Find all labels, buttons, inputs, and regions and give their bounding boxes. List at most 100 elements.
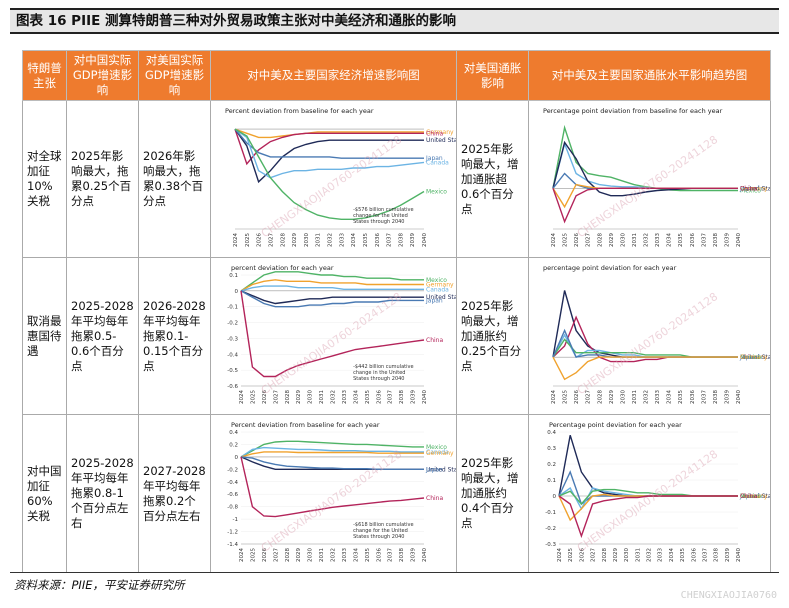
x-tick-label: 2030 bbox=[304, 232, 310, 246]
x-tick-label: 2030 bbox=[308, 389, 314, 403]
series-line-united-states bbox=[234, 128, 424, 183]
x-tick-label: 2039 bbox=[411, 389, 417, 403]
series-label-japan: Japan bbox=[425, 297, 443, 304]
chart-title: percent deviation for each year bbox=[231, 264, 334, 272]
x-tick-label: 2036 bbox=[375, 232, 381, 246]
inflation-chart-3: Percentage point deviation for each year… bbox=[545, 421, 770, 562]
x-tick-label: 2033 bbox=[655, 389, 661, 403]
header-policy: 特朗普主张 bbox=[22, 50, 67, 101]
x-tick-label: 2024 bbox=[551, 232, 557, 246]
x-tick-label: 2029 bbox=[613, 547, 619, 561]
x-tick-label: 2035 bbox=[365, 389, 371, 403]
series-label-mexico: Mexico bbox=[426, 276, 447, 283]
series-label-mexico: Mexico bbox=[426, 188, 447, 195]
x-tick-label: 2031 bbox=[635, 548, 641, 562]
series-label-canada: Canada bbox=[426, 159, 449, 166]
x-tick-label: 2036 bbox=[376, 547, 382, 561]
series-label-canada: Canada bbox=[426, 286, 449, 293]
y-tick-label: -0.8 bbox=[227, 504, 238, 510]
x-tick-label: 2040 bbox=[736, 232, 742, 246]
table-row: 对全球加征10%关税 2025年影响最大，拖累0.25个百分点 2026年影响最… bbox=[22, 100, 771, 258]
x-tick-label: 2040 bbox=[736, 547, 742, 561]
chart-title: Percent deviation from baseline for each… bbox=[231, 421, 380, 429]
series-line-canada bbox=[240, 446, 424, 457]
x-tick-label: 2036 bbox=[690, 232, 696, 246]
x-tick-label: 2038 bbox=[399, 389, 405, 403]
x-tick-label: 2029 bbox=[609, 232, 615, 246]
x-tick-label: 2025 bbox=[563, 389, 569, 403]
chart-title: Percentage point deviation from baseline… bbox=[543, 107, 723, 115]
series-label-united-states: United States bbox=[740, 493, 770, 500]
x-tick-label: 2039 bbox=[724, 232, 730, 246]
series-line-germany bbox=[240, 278, 424, 292]
series-line-germany bbox=[240, 450, 424, 458]
x-tick-label: 2028 bbox=[597, 232, 603, 246]
x-tick-label: 2038 bbox=[714, 547, 720, 561]
series-label-china: China bbox=[740, 185, 757, 192]
series-label-united-states: United States bbox=[426, 294, 456, 301]
x-tick-label: 2034 bbox=[667, 389, 673, 403]
x-tick-label: 2031 bbox=[632, 233, 638, 247]
y-tick-label: -0.3 bbox=[545, 542, 556, 548]
x-tick-label: 2024 bbox=[239, 547, 245, 561]
x-tick-label: 2039 bbox=[724, 389, 730, 403]
gdp-chart-cell: percent deviation for each year 0.1 0 -0.1 -… bbox=[210, 257, 457, 415]
us-gdp-cell: 2026年影响最大，拖累0.38个百分点 bbox=[138, 100, 211, 258]
x-tick-label: 2028 bbox=[602, 547, 608, 561]
inflation-chart-1: Percentage point deviation from baseline… bbox=[543, 107, 770, 247]
x-tick-label: 2037 bbox=[701, 389, 707, 403]
x-tick-label: 2024 bbox=[551, 389, 557, 403]
y-tick-label: -0.1 bbox=[227, 304, 238, 310]
y-tick-label: -0.4 bbox=[227, 352, 238, 358]
x-tick-label: 2035 bbox=[365, 547, 371, 561]
x-tick-label: 2037 bbox=[387, 232, 393, 246]
watermark-text: CHENGXIAOJIA0760-20241128 bbox=[575, 447, 720, 554]
series-label-united-states: United States bbox=[740, 354, 770, 361]
us-inflation-cell: 2025年影响最大，增加通胀约0.4个百分点 bbox=[456, 414, 529, 573]
y-tick-label: 0.4 bbox=[229, 430, 238, 436]
series-line-china bbox=[234, 128, 424, 165]
gdp-chart-cell: Percent deviation from baseline for each… bbox=[210, 414, 457, 573]
x-tick-label: 2028 bbox=[597, 389, 603, 403]
y-tick-label: -1 bbox=[233, 517, 238, 523]
policy-cell: 对中国加征60%关税 bbox=[22, 414, 67, 573]
policy-cell: 对全球加征10%关税 bbox=[22, 100, 67, 258]
y-tick-label: -0.4 bbox=[227, 479, 238, 485]
x-tick-label: 2031 bbox=[316, 233, 322, 247]
y-tick-label: -1.2 bbox=[227, 529, 238, 535]
x-tick-label: 2028 bbox=[285, 547, 291, 561]
y-tick-label: 0.3 bbox=[547, 446, 556, 452]
series-label-japan: Japan bbox=[739, 354, 757, 361]
x-tick-label: 2025 bbox=[250, 389, 256, 403]
x-tick-label: 2025 bbox=[245, 232, 251, 246]
us-inflation-cell: 2025年影响最大，增加通胀约0.25个百分点 bbox=[456, 257, 529, 415]
policy-cell: 取消最惠国待遇 bbox=[22, 257, 67, 415]
series-label-united-states: United States bbox=[426, 137, 456, 144]
x-tick-label: 2025 bbox=[563, 232, 569, 246]
inflation-chart-cell: Percentage point deviation for each year… bbox=[528, 414, 771, 573]
source-note: 资料来源：PIIE，平安证券研究所 bbox=[10, 572, 779, 593]
x-tick-label: 2032 bbox=[644, 233, 650, 247]
series-line-japan bbox=[234, 128, 424, 159]
x-tick-label: 2031 bbox=[632, 390, 638, 404]
y-tick-label: 0.4 bbox=[547, 430, 556, 436]
series-label-china: China bbox=[740, 354, 757, 361]
series-line-china bbox=[240, 456, 425, 517]
inflation-chart-cell: Percentage point deviation from baseline… bbox=[528, 100, 771, 258]
x-tick-label: 2034 bbox=[667, 232, 673, 246]
header-us-inflation: 对美国通胀影响 bbox=[456, 50, 529, 101]
series-line-germany bbox=[552, 355, 738, 380]
series-label-mexico: Mexico bbox=[740, 187, 761, 194]
x-tick-label: 2024 bbox=[557, 547, 563, 561]
x-tick-label: 2033 bbox=[658, 547, 664, 561]
x-tick-label: 2037 bbox=[388, 389, 394, 403]
cn-gdp-cell: 2025-2028年平均每年拖累0.8-1个百分点左右 bbox=[66, 414, 139, 573]
x-tick-label: 2033 bbox=[655, 232, 661, 246]
x-tick-label: 2025 bbox=[250, 547, 256, 561]
chart-title: Percent deviation from baseline for each… bbox=[225, 107, 374, 115]
inflation-chart-cell: percentage point deviation for each year… bbox=[528, 257, 771, 415]
y-tick-label: -0.6 bbox=[227, 384, 238, 390]
x-tick-label: 2027 bbox=[268, 232, 274, 246]
series-label-germany: Germany bbox=[740, 185, 768, 192]
